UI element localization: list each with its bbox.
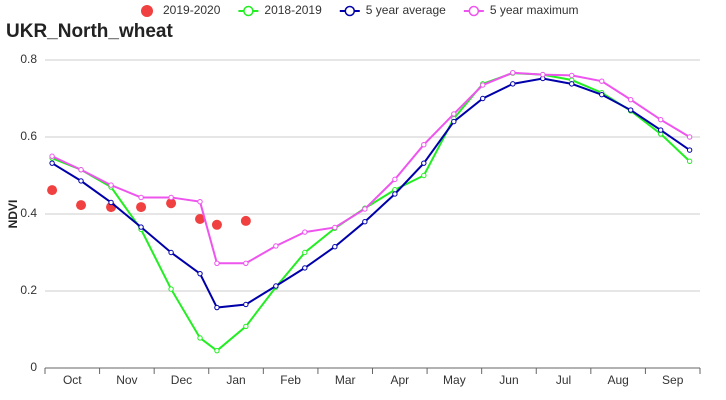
y-tick-label: 0.6 — [20, 129, 37, 143]
x-tick-label: Aug — [607, 373, 628, 387]
line-point — [108, 199, 114, 206]
x-tick-label: Oct — [63, 373, 82, 387]
legend-marker — [468, 5, 480, 17]
line-point — [599, 91, 605, 98]
line-point — [627, 107, 634, 113]
y-tick-label: 0 — [30, 360, 37, 374]
line-point — [510, 70, 516, 76]
x-tick-label: Feb — [280, 373, 301, 387]
x-tick-label: May — [443, 373, 466, 387]
line-point — [78, 178, 84, 184]
line-point — [243, 301, 249, 308]
line-point — [569, 72, 575, 79]
line-point — [392, 176, 398, 183]
legend-label: 2019-2020 — [163, 3, 221, 17]
line-point — [599, 78, 605, 84]
x-tick-label: Mar — [335, 373, 356, 387]
line-point — [421, 172, 427, 179]
scatter-point — [195, 214, 206, 225]
line-point — [108, 182, 114, 188]
y-tick-label: 0.2 — [20, 283, 37, 297]
line-point — [686, 134, 693, 140]
scatter-point — [211, 219, 222, 230]
line-point — [332, 224, 338, 231]
x-tick-label: Jan — [226, 373, 245, 387]
line-point — [658, 127, 664, 133]
line-point — [480, 95, 486, 102]
legend-label: 2018-2019 — [264, 3, 322, 17]
line-point — [214, 347, 220, 354]
series-line — [51, 71, 691, 265]
line-point — [540, 71, 546, 78]
x-tick-label: Dec — [171, 373, 192, 387]
line-point — [302, 249, 308, 256]
line-point — [197, 198, 203, 205]
line-point — [49, 153, 55, 159]
x-tick-label: Jul — [556, 373, 571, 387]
x-tick-label: Sep — [662, 373, 684, 387]
line-point — [273, 243, 279, 249]
line-point — [421, 142, 427, 148]
scatter-point — [76, 200, 87, 211]
line-point — [243, 323, 249, 330]
line-point — [302, 265, 308, 271]
y-tick-label: 0.8 — [20, 52, 37, 66]
line-point — [658, 116, 664, 123]
line-point — [302, 229, 308, 235]
line-point — [332, 244, 338, 250]
line-point — [273, 283, 279, 289]
line-point — [480, 82, 486, 88]
scatter-point — [240, 215, 251, 226]
legend-marker — [344, 5, 356, 17]
line-point — [392, 191, 398, 197]
line-point — [214, 304, 220, 311]
line-point — [78, 167, 84, 173]
chart-title: UKR_North_wheat — [6, 21, 173, 42]
x-tick-label: Apr — [390, 373, 409, 387]
legend-label: 5 year maximum — [490, 3, 579, 17]
line-point — [421, 160, 427, 166]
x-tick-label: Nov — [116, 373, 137, 387]
line-point — [451, 111, 457, 117]
line-point — [168, 194, 174, 201]
series-line — [51, 72, 691, 352]
line-point — [138, 194, 144, 201]
series-line — [51, 77, 691, 309]
line-point — [510, 81, 516, 87]
x-tick-label: Jun — [499, 373, 518, 387]
scatter-point — [47, 185, 58, 196]
legend-label: 5 year average — [366, 3, 446, 17]
line-point — [243, 260, 249, 266]
legend-marker — [141, 5, 153, 17]
line-point — [214, 260, 220, 266]
line-point — [362, 219, 368, 225]
line-point — [627, 96, 634, 103]
line-point — [197, 335, 203, 341]
line-point — [168, 286, 174, 292]
line-point — [451, 118, 457, 125]
line-point — [168, 249, 174, 256]
line-point — [686, 158, 693, 164]
line-point — [197, 270, 203, 277]
scatter-point — [136, 202, 147, 213]
line-point — [569, 81, 575, 87]
line-point — [362, 206, 368, 212]
line-point — [686, 147, 693, 153]
y-axis-label: NDVI — [6, 200, 20, 229]
line-point — [138, 224, 144, 230]
scatter-point — [166, 198, 177, 209]
legend-marker — [243, 5, 254, 17]
y-tick-label: 0.4 — [20, 206, 37, 220]
line-point — [49, 160, 55, 166]
